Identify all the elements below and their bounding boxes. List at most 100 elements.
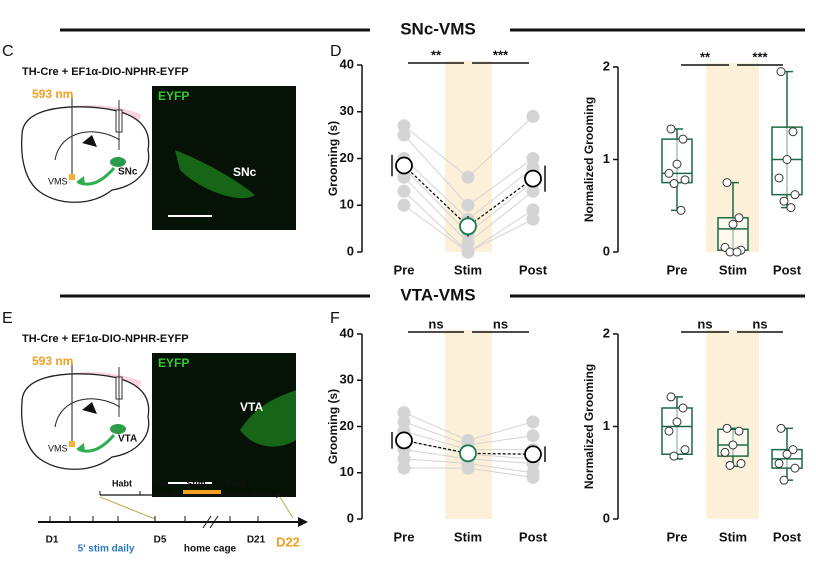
y-tick-label: 2: [603, 58, 610, 73]
ventricle: [82, 402, 97, 414]
x-tick-label: Post: [773, 529, 802, 544]
mean-point: [395, 156, 413, 175]
y-tick-label: 2: [603, 325, 610, 340]
subject-point: [669, 179, 679, 189]
y-tick-label: 20: [340, 150, 354, 165]
panel-letter: C: [2, 43, 14, 60]
day-label: D1: [46, 535, 59, 546]
subject-point: [779, 196, 789, 206]
subject-point: [397, 128, 411, 142]
phase-label: Habt: [112, 478, 132, 488]
x-tick-label: Pre: [667, 262, 688, 277]
mean-point: [524, 445, 542, 464]
y-tick-label: 1: [603, 151, 610, 166]
image-label: EYFP: [158, 89, 189, 103]
brain-outline: [20, 373, 150, 470]
subject-point: [782, 155, 792, 164]
x-tick-label: Pre: [394, 529, 415, 544]
brain-inner: [54, 398, 121, 428]
y-tick-label: 20: [340, 418, 354, 433]
brain-outline: [20, 106, 150, 203]
histology-image: [152, 86, 296, 230]
section-title: VTA-VMS: [400, 285, 475, 304]
arrow-head: [298, 517, 308, 527]
phase-label: Post: [226, 478, 246, 488]
subject-point: [461, 198, 475, 212]
timeline-note: home cage: [184, 544, 237, 555]
image-region: VTA: [240, 400, 263, 414]
subject-point: [776, 67, 786, 77]
arrow-head: [76, 176, 85, 185]
target-label: VMS: [48, 443, 68, 453]
mean-point: [459, 444, 477, 463]
subject-point: [728, 440, 738, 450]
x-tick-label: Post: [519, 262, 548, 277]
significance-label: ns: [697, 316, 712, 331]
y-axis-label: Normalized Grooming: [582, 97, 596, 222]
stim-band: [706, 330, 759, 519]
fluorescence: [175, 150, 255, 199]
subject-point: [526, 212, 540, 226]
stim-band: [445, 330, 492, 519]
day-label: D5: [154, 535, 167, 546]
y-tick-label: 0: [603, 243, 610, 258]
image-region: SNc: [233, 165, 257, 179]
subject-point: [397, 415, 411, 429]
subject-point: [790, 463, 800, 473]
y-tick-label: 40: [340, 325, 354, 340]
x-tick-label: Post: [773, 262, 802, 277]
arrow-head: [276, 492, 283, 498]
y-tick-label: 10: [340, 197, 354, 212]
source-label: VTA: [118, 434, 137, 445]
brain-inner: [54, 131, 121, 161]
significance-label: **: [700, 49, 711, 64]
x-tick-label: Post: [519, 529, 548, 544]
x-tick-label: Pre: [394, 262, 415, 277]
subject-point: [734, 426, 744, 436]
y-axis-label: Normalized Grooming: [582, 364, 596, 489]
subject-point: [782, 449, 792, 459]
subject-point: [664, 168, 674, 178]
construct: TH-Cre + EF1α-DIO-NPHR-EYFP: [22, 333, 189, 345]
y-tick-label: 1: [603, 418, 610, 433]
subject-point: [526, 429, 540, 443]
break-mark: [202, 515, 219, 529]
subject-point: [776, 423, 786, 433]
y-tick-label: 10: [340, 464, 354, 479]
subject-point: [672, 159, 682, 169]
subject-point: [725, 460, 735, 470]
subject-point: [736, 459, 746, 468]
arrow-head: [76, 443, 85, 452]
y-tick-label: 0: [347, 510, 354, 525]
significance-label: ***: [752, 49, 768, 64]
subject-point: [788, 445, 798, 455]
subject-point: [680, 445, 690, 455]
subject-point: [397, 198, 411, 212]
subject-point: [678, 134, 688, 144]
timeline-note: 5' stim daily: [78, 544, 135, 555]
injection-site: [110, 157, 126, 167]
image-label: EYFP: [158, 356, 189, 370]
laser: 593 nm: [32, 354, 73, 368]
subject-point: [732, 247, 742, 257]
laser: 593 nm: [32, 87, 73, 101]
phase-label: Pre: [153, 478, 168, 488]
mean-point: [524, 169, 542, 188]
y-axis-label: Grooming (s): [326, 121, 340, 196]
mean-point: [459, 217, 477, 236]
zoom-line: [279, 496, 294, 519]
subject-point: [461, 461, 475, 475]
zoom-line: [99, 496, 156, 520]
construct: TH-Cre + EF1α-DIO-NPHR-EYFP: [22, 66, 189, 78]
stim-period: [183, 490, 221, 494]
subject-point: [461, 236, 475, 250]
subject-point: [734, 213, 744, 223]
ventricle: [82, 135, 97, 147]
y-tick-label: 0: [347, 243, 354, 258]
subject-point: [526, 203, 540, 217]
subject-point: [461, 245, 475, 259]
subject-point: [397, 184, 411, 198]
subject-point: [664, 426, 674, 436]
significance-label: ns: [428, 316, 443, 331]
